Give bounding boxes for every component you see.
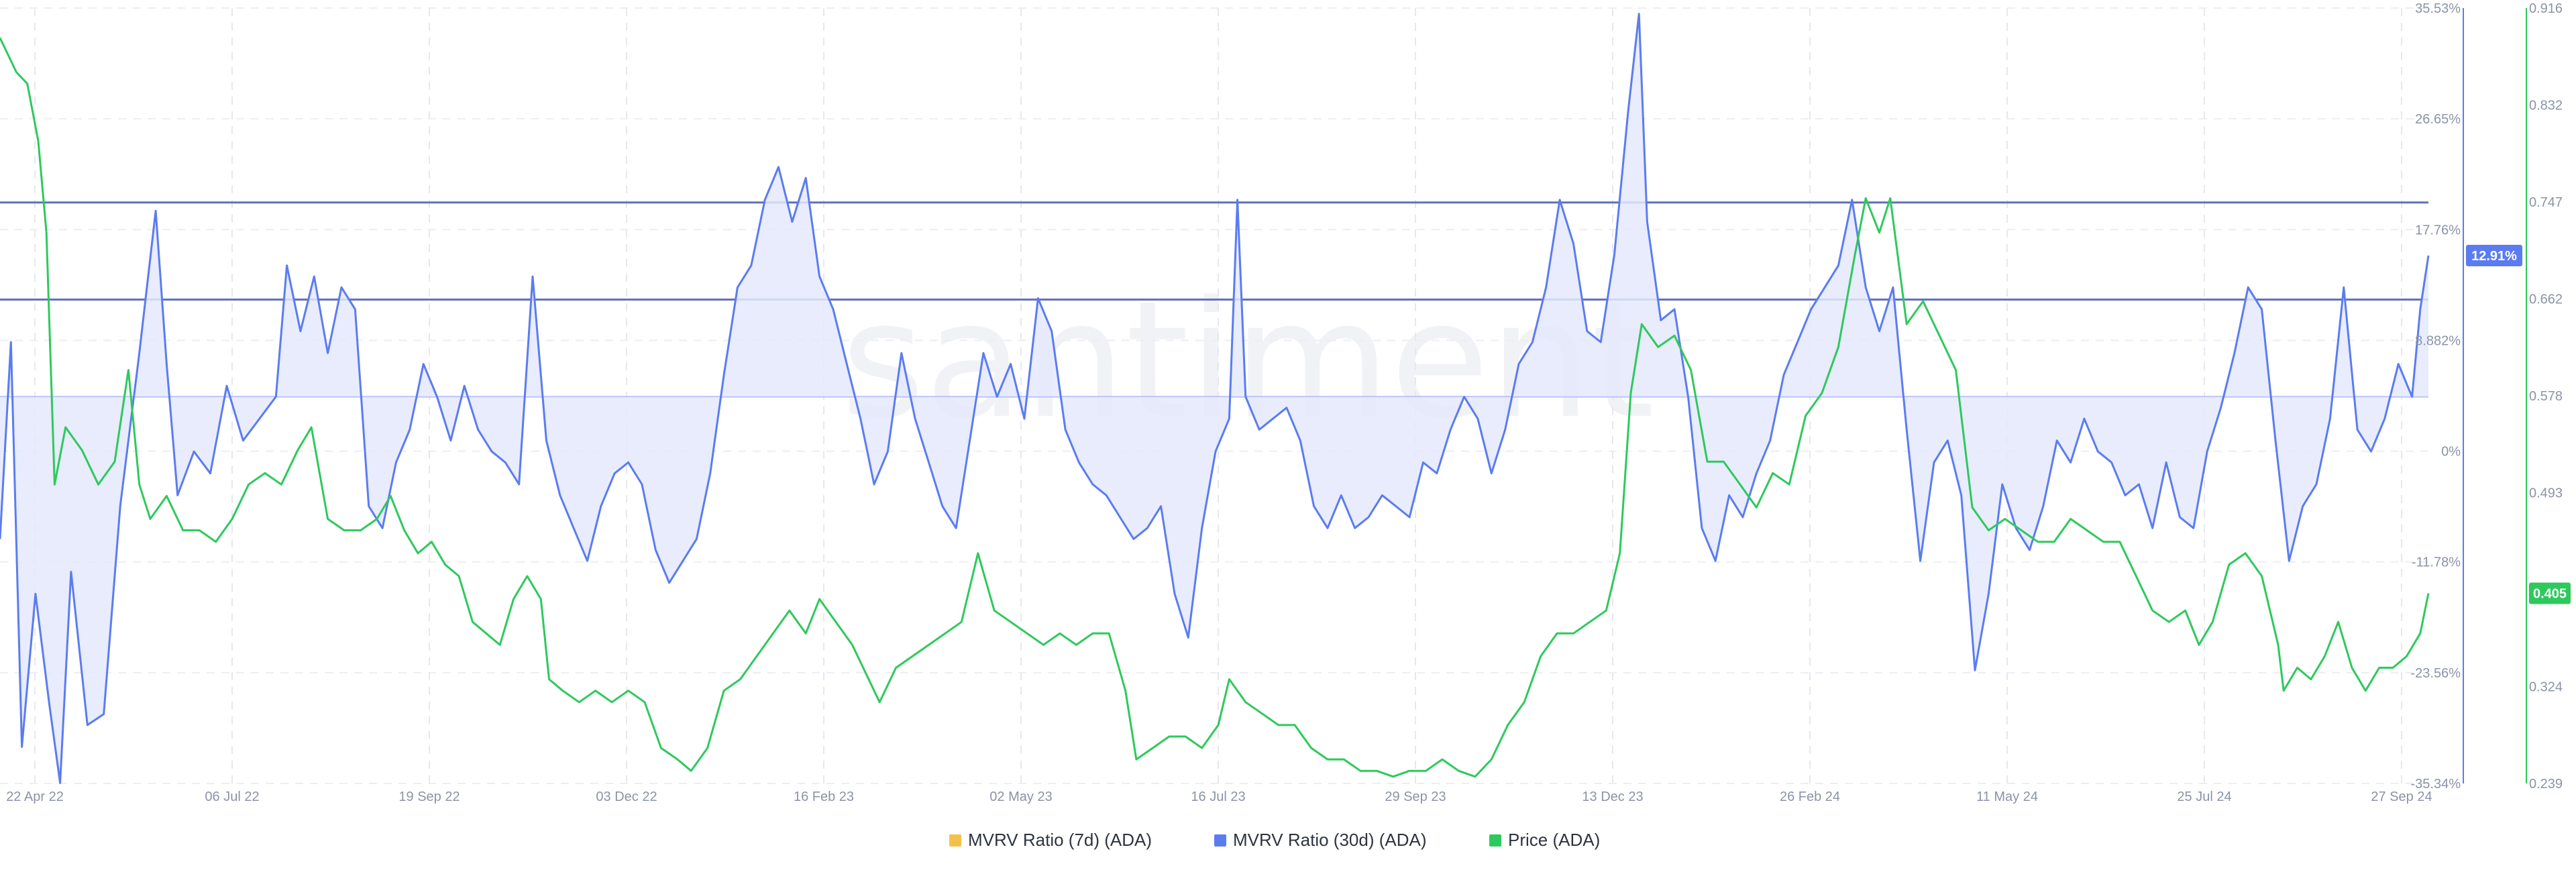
left-axis-tick-label: 26.65% [2415, 112, 2461, 127]
left-axis-tick-label: 35.53% [2415, 1, 2461, 16]
x-tick-label: 22 Apr 22 [6, 789, 64, 804]
axis-layer: 22 Apr 22 06 Jul 22 19 Sep 22 03 Dec 22 16 F… [6, 1, 2563, 804]
right-axis-tick-label: 0.578 [2529, 389, 2563, 404]
mvrv-30d-area [0, 13, 2428, 783]
right-axis-tick-label: 0.493 [2529, 486, 2563, 501]
left-axis-tick-label: 17.76% [2415, 223, 2461, 237]
legend-swatch [1214, 834, 1226, 847]
x-tick-label: 11 May 24 [1976, 789, 2038, 804]
x-tick-label: 13 Dec 23 [1582, 789, 1643, 804]
x-tick-label: 19 Sep 22 [398, 789, 460, 804]
legend-label: MVRV Ratio (7d) (ADA) [968, 830, 1152, 850]
legend-label: Price (ADA) [1508, 830, 1600, 850]
left-axis-tick-label: -23.56% [2411, 666, 2461, 681]
legend-swatch [1489, 834, 1501, 847]
legend-label: MVRV Ratio (30d) (ADA) [1233, 830, 1427, 850]
right-axis-tick-label: 0.662 [2529, 292, 2563, 307]
left-axis-tick-label: -35.34% [2411, 777, 2461, 792]
mvrv-current-badge [2466, 244, 2522, 266]
watermark-text: santiment [841, 266, 1655, 454]
right-axis-tick-label: 0.239 [2529, 777, 2563, 792]
x-tick-label: 27 Sep 24 [2371, 789, 2432, 804]
legend-swatch [949, 834, 961, 847]
legend: MVRV Ratio (7d) (ADA) MVRV Ratio (30d) (A… [949, 830, 1600, 850]
badge-layer: 12.91% 0.405 [2466, 244, 2571, 604]
price-current-badge [2529, 582, 2571, 604]
x-tick-label: 06 Jul 22 [205, 789, 259, 804]
series-layer [0, 13, 2430, 784]
x-tick-label: 26 Feb 24 [1780, 789, 1840, 804]
price-line [0, 37, 2430, 778]
left-axis-tick-label: 8.882% [2415, 333, 2461, 348]
mvrv-30d-line [0, 13, 2430, 784]
left-axis-tick-label: -11.78% [2412, 555, 2461, 570]
x-tick-label: 25 Jul 24 [2177, 789, 2231, 804]
left-axis-tick-label: 0% [2441, 445, 2461, 459]
x-tick-label: 16 Feb 23 [794, 789, 854, 804]
right-axis-tick-label: 0.747 [2529, 195, 2563, 210]
right-axis-tick-label: 0.832 [2529, 99, 2563, 113]
mvrv-current-value: 12.91% [2471, 249, 2517, 264]
x-tick-label: 29 Sep 23 [1385, 789, 1446, 804]
right-axis-tick-label: 0.324 [2529, 680, 2563, 695]
price-current-value: 0.405 [2533, 587, 2567, 602]
x-tick-label: 03 Dec 22 [596, 789, 657, 804]
right-axis-tick-label: 0.916 [2529, 1, 2563, 16]
x-tick-label: 02 May 23 [989, 789, 1052, 804]
x-tick-label: 16 Jul 23 [1191, 789, 1245, 804]
